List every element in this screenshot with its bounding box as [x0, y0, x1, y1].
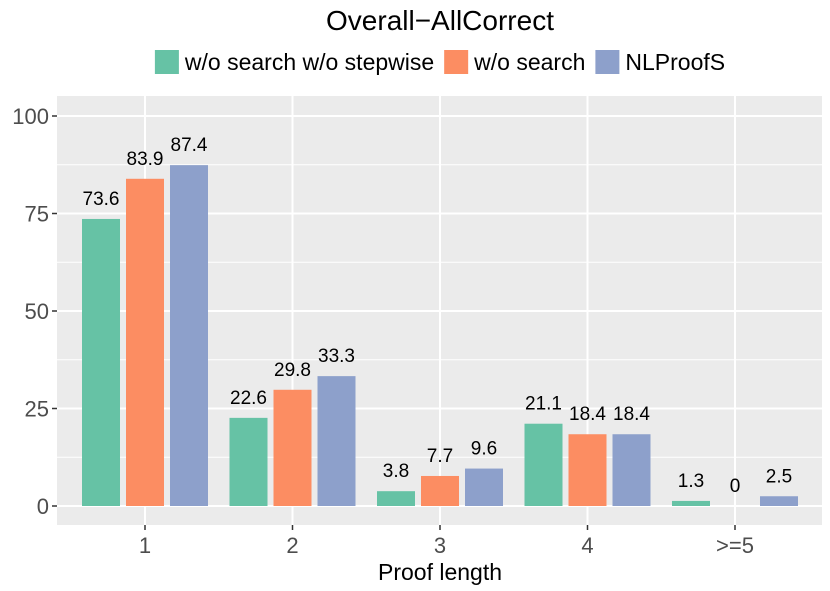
- legend-label: NLProofS: [625, 49, 725, 75]
- bar: [82, 218, 120, 506]
- data-label: 29.8: [274, 360, 311, 381]
- data-label: 18.4: [569, 404, 606, 425]
- x-tick-label: 3: [434, 533, 446, 558]
- legend: w/o search w/o stepwise w/o search NLProof…: [154, 49, 725, 75]
- data-label: 33.3: [318, 346, 355, 367]
- data-label: 21.1: [525, 394, 562, 415]
- x-tick-label: 4: [581, 533, 593, 558]
- bar: [170, 165, 208, 506]
- legend-label: w/o search: [473, 49, 585, 75]
- chart-title: Overall−AllCorrect: [326, 5, 554, 36]
- bar: [229, 417, 268, 506]
- bar: [760, 496, 798, 506]
- data-label: 83.9: [127, 149, 164, 170]
- legend-key: [154, 50, 179, 74]
- y-tick-label: 0: [37, 494, 49, 519]
- y-tick-label: 100: [12, 104, 49, 129]
- data-labels: 73.6 83.9 87.4 22.6 29.8 33.3 3.8 7.7 9.6 21.1 18.…: [83, 135, 793, 497]
- x-tick-label: 1: [139, 533, 151, 558]
- bar: [317, 376, 356, 506]
- x-axis-title: Proof length: [378, 559, 502, 585]
- data-label: 7.7: [427, 446, 453, 467]
- legend-key: [595, 50, 620, 74]
- bar: [126, 178, 164, 507]
- data-label: 9.6: [471, 439, 497, 460]
- data-label: 22.6: [230, 388, 267, 409]
- bar: [421, 475, 459, 506]
- data-label: 3.8: [383, 461, 409, 482]
- y-tick-label: 50: [25, 299, 49, 324]
- x-axis: 1 2 3 4 >=5: [139, 525, 754, 558]
- data-label: 18.4: [613, 404, 650, 425]
- legend-label: w/o search w/o stepwise: [184, 49, 434, 75]
- bar: [568, 434, 607, 506]
- data-label: 0: [730, 476, 741, 497]
- legend-item: w/o search w/o stepwise: [154, 49, 434, 75]
- legend-item: NLProofS: [595, 49, 725, 75]
- y-tick-label: 75: [25, 202, 49, 227]
- bar: [273, 389, 312, 506]
- y-axis: 0 25 50 75 100: [12, 104, 57, 519]
- bar: [524, 423, 563, 506]
- legend-item: w/o search: [444, 49, 585, 75]
- y-tick-label: 25: [25, 397, 49, 422]
- bar: [672, 500, 710, 506]
- bar: [465, 468, 503, 506]
- bar: [377, 491, 415, 506]
- x-tick-label: >=5: [716, 533, 754, 558]
- data-label: 2.5: [766, 466, 792, 487]
- bars: [82, 165, 798, 507]
- bar: [612, 434, 651, 506]
- data-label: 1.3: [678, 471, 704, 492]
- x-tick-label: 2: [286, 533, 298, 558]
- data-label: 87.4: [171, 135, 208, 156]
- legend-key: [444, 50, 469, 74]
- data-label: 73.6: [83, 189, 120, 210]
